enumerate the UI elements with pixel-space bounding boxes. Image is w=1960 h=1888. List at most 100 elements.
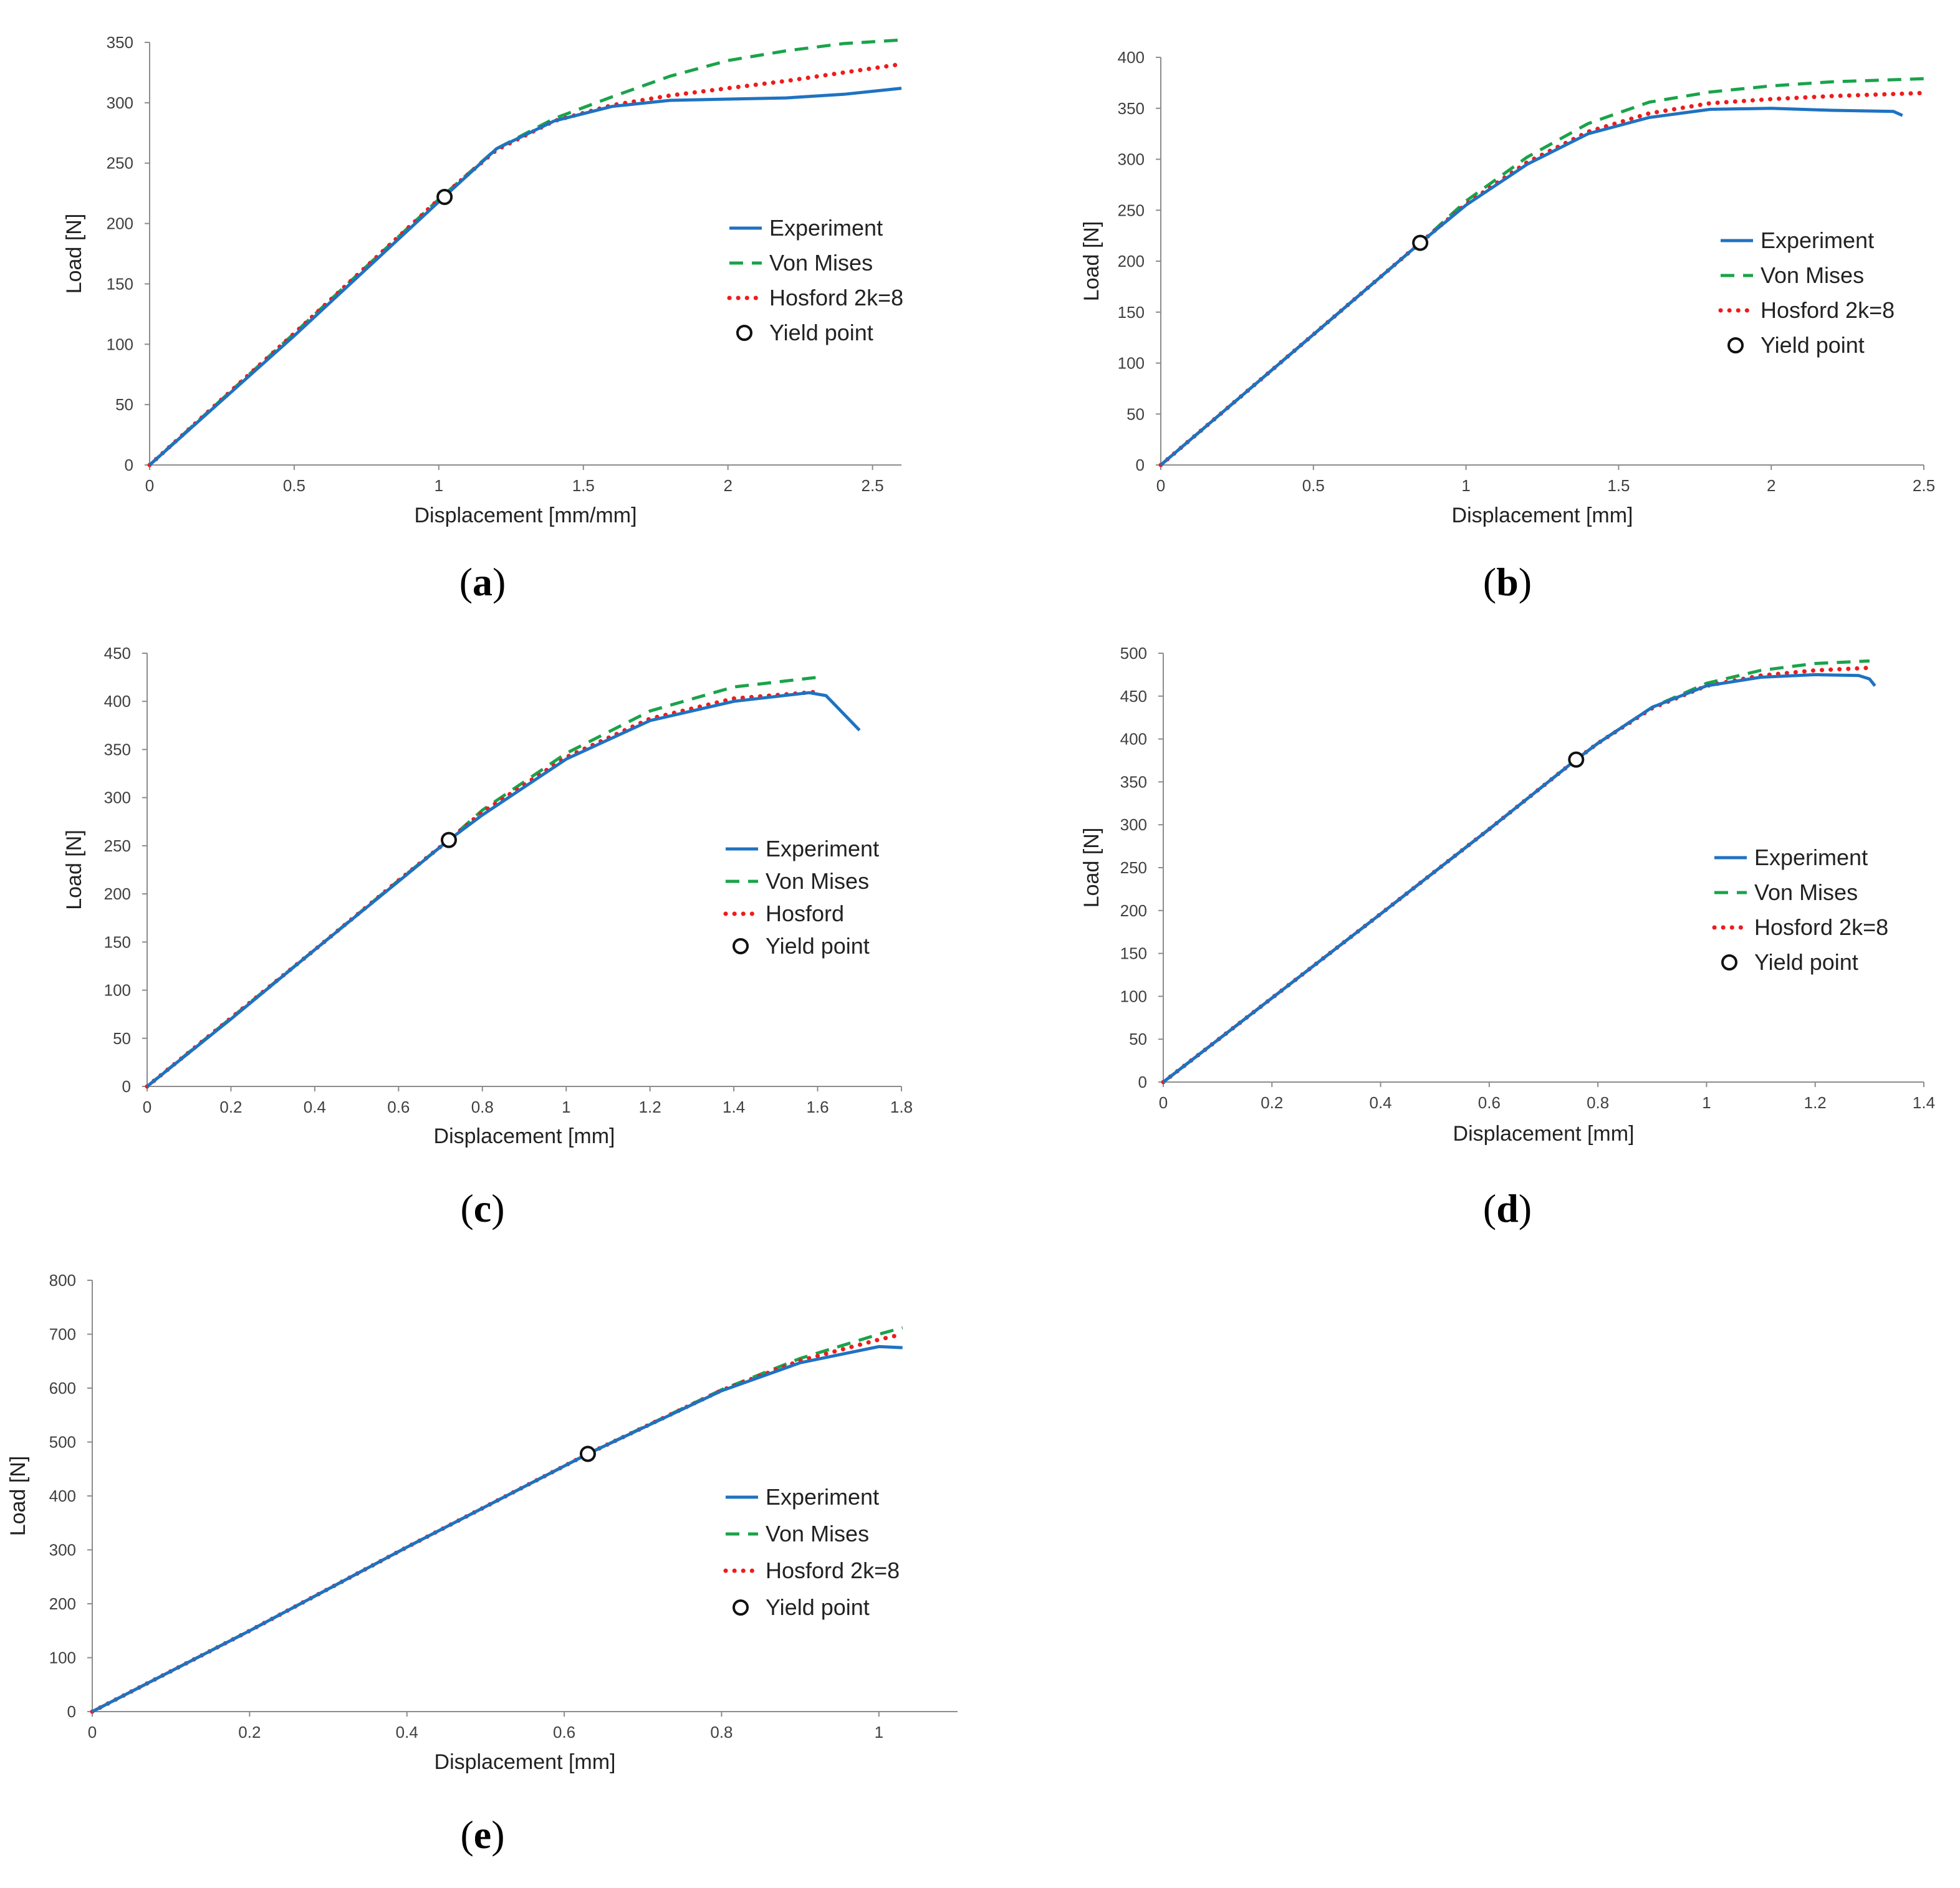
y-tick-label: 250 — [1118, 201, 1145, 219]
legend-label: Von Mises — [766, 1521, 869, 1546]
caption-open: ( — [1483, 560, 1496, 604]
legend-label: Von Mises — [766, 868, 869, 894]
panel-caption: (a) — [459, 560, 506, 604]
x-tick-label: 1.5 — [1607, 476, 1630, 495]
legend-label: Experiment — [766, 1484, 879, 1510]
y-tick-label: 250 — [1120, 858, 1147, 877]
y-tick-label: 400 — [1118, 48, 1145, 67]
legend-label: Yield point — [1761, 332, 1865, 358]
legend-label: Hosford 2k=8 — [766, 1558, 900, 1583]
y-tick-label: 500 — [1120, 644, 1147, 663]
x-tick-label: 2.5 — [1913, 476, 1935, 495]
caption-open: ( — [460, 1813, 473, 1857]
x-tick-label: 0.5 — [1302, 476, 1325, 495]
legend-label: Experiment — [1761, 228, 1874, 253]
legend-label: Experiment — [769, 215, 883, 241]
x-tick-label: 1.4 — [1913, 1093, 1935, 1112]
x-axis-title: Displacement [mm/mm] — [414, 504, 637, 527]
y-tick-label: 150 — [107, 274, 133, 293]
legend-yield-symbol — [733, 938, 749, 954]
x-tick-label: 0 — [143, 1098, 151, 1116]
x-tick-label: 0.8 — [710, 1723, 733, 1742]
legend-label: Hosford — [766, 901, 844, 926]
x-tick-label: 2 — [723, 476, 732, 495]
caption-letter: d — [1496, 1186, 1519, 1230]
yield-point-marker — [441, 831, 457, 848]
legend-label: Experiment — [1754, 845, 1868, 870]
legend: Experiment Von Mises Hosford 2k=8 Yield poi… — [1718, 228, 1895, 358]
y-axis-title: Load [N] — [62, 830, 86, 910]
y-axis-title: Load [N] — [1080, 828, 1103, 908]
x-tick-label: 0.5 — [283, 476, 305, 495]
y-tick-label: 200 — [107, 214, 133, 233]
y-tick-label: 300 — [1120, 815, 1147, 834]
x-tick-label: 0.8 — [1587, 1093, 1609, 1112]
x-tick-label: 0.6 — [387, 1098, 410, 1116]
panel-caption: (e) — [460, 1813, 504, 1857]
y-tick-label: 0 — [122, 1077, 131, 1096]
chart-c: 0 0.2 0.4 0.6 0.8 1 1.2 1.4 1.6 1.8 0 50 100 150 200 25… — [62, 644, 913, 1230]
legend: Experiment Von Mises Hosford Yield point — [723, 836, 879, 959]
legend-yield-symbol — [1721, 954, 1737, 970]
x-axis-title: Displacement [mm] — [1453, 1122, 1635, 1146]
series-line-von_mises — [1162, 659, 1870, 1083]
y-tick-label: 0 — [125, 456, 133, 474]
y-tick-label: 200 — [104, 884, 131, 903]
x-tick-label: 0.4 — [396, 1723, 418, 1742]
y-tick-label: 150 — [1118, 303, 1145, 322]
panel-caption: (d) — [1483, 1186, 1532, 1230]
caption-letter: a — [473, 560, 492, 604]
y-tick-label: 50 — [1127, 405, 1145, 423]
x-tick-label: 0 — [145, 476, 154, 495]
x-tick-label: 1 — [435, 476, 443, 495]
y-tick-label: 300 — [1118, 150, 1145, 169]
legend: Experiment Von Mises Hosford 2k=8 Yield poi… — [1712, 845, 1888, 975]
legend-yield-symbol — [1727, 337, 1744, 353]
legend-label: Hosford 2k=8 — [1761, 297, 1895, 323]
yield-point-marker — [436, 188, 453, 205]
y-tick-label: 150 — [104, 932, 131, 951]
y-tick-label: 350 — [1120, 772, 1147, 791]
yield-point-marker — [1412, 234, 1429, 251]
caption-close: ) — [492, 560, 506, 604]
series-line-hosford — [147, 62, 904, 467]
series-line-experiment — [1162, 673, 1876, 1083]
x-axis-title: Displacement [mm] — [435, 1750, 616, 1774]
x-tick-label: 0.8 — [471, 1098, 494, 1116]
caption-close: ) — [1519, 1186, 1532, 1230]
panel-caption: (b) — [1483, 560, 1532, 604]
legend-label: Yield point — [1754, 949, 1858, 975]
chart-d: 0 0.2 0.4 0.6 0.8 1 1.2 1.4 0 50 100 150 200 250 300 35… — [1080, 644, 1935, 1230]
x-tick-label: 0.4 — [304, 1098, 326, 1116]
caption-letter: c — [474, 1186, 491, 1230]
legend-label: Yield point — [766, 933, 870, 959]
y-tick-label: 200 — [1120, 901, 1147, 920]
series-line-hosford — [1161, 665, 1872, 1085]
yield-point-marker — [1568, 751, 1585, 768]
series-line-hosford — [145, 689, 820, 1089]
series-line-experiment — [146, 691, 861, 1088]
x-axis-title: Displacement [mm] — [1452, 504, 1633, 527]
x-tick-label: 2.5 — [862, 476, 884, 495]
legend-label: Hosford 2k=8 — [1754, 914, 1888, 940]
y-tick-label: 400 — [1120, 730, 1147, 749]
y-axis-title: Load [N] — [6, 1456, 30, 1536]
x-tick-label: 1.2 — [639, 1098, 661, 1116]
y-tick-label: 350 — [1118, 99, 1145, 118]
series-line-experiment — [91, 1344, 903, 1713]
y-tick-label: 50 — [1129, 1030, 1147, 1048]
x-tick-label: 0 — [1156, 476, 1165, 495]
caption-close: ) — [491, 1813, 504, 1857]
legend: Experiment Von Mises Hosford 2k=8 Yield poi… — [723, 1484, 900, 1620]
x-tick-label: 0.2 — [238, 1723, 261, 1742]
x-tick-label: 0.2 — [1261, 1093, 1283, 1112]
x-tick-label: 1.4 — [723, 1098, 745, 1116]
y-tick-label: 100 — [49, 1649, 76, 1667]
legend-yield-symbol — [733, 1599, 749, 1616]
y-tick-label: 450 — [1120, 687, 1147, 706]
chart-b: 0 0.5 1 1.5 2 2.5 0 50 100 150 200 250 300 350 400 Disp… — [1080, 48, 1935, 604]
y-tick-label: 600 — [49, 1379, 76, 1397]
y-tick-label: 150 — [1120, 944, 1147, 963]
panel-caption: (c) — [460, 1186, 504, 1230]
